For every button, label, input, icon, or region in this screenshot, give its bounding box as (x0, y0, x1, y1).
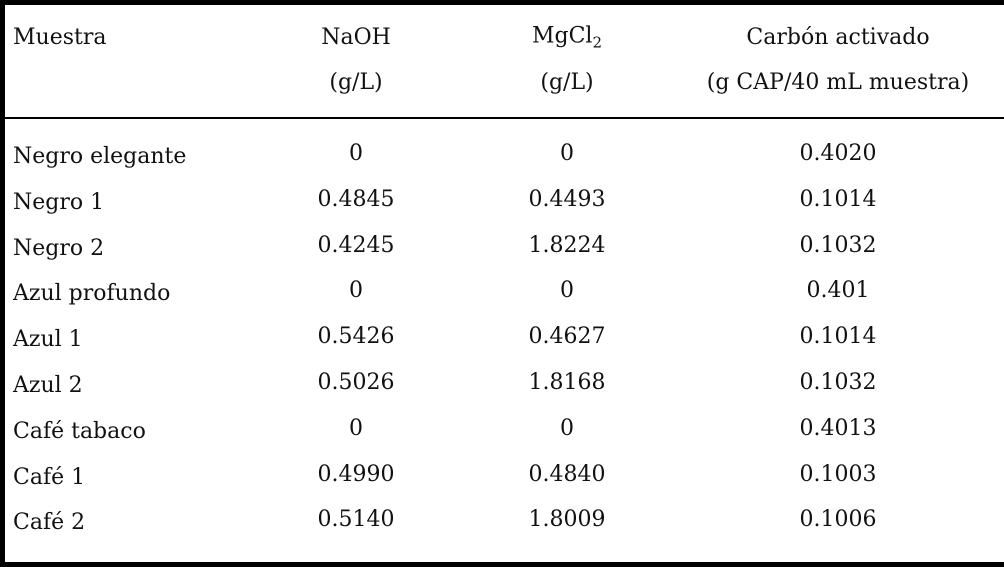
table-cell: 0.1032 (799, 370, 877, 395)
table-cell: 0.4627 (528, 324, 606, 350)
row-label: Negro 2 (13, 235, 105, 261)
table-cell: 0.4013 (799, 415, 877, 441)
table-cell: 1.8009 (528, 507, 606, 533)
table-cell: 0.401 (806, 278, 870, 304)
row-label: Café 1 (13, 464, 86, 490)
header-rule (0, 117, 1004, 119)
table-cell: 0.1032 (799, 232, 877, 258)
table-cell: 0 (560, 278, 574, 304)
header-subscript: 2 (592, 33, 603, 52)
header-cell: MgCl2 (531, 23, 603, 52)
table-cell: 0.5426 (317, 324, 395, 350)
header-cell: NaOH (321, 25, 391, 50)
table-cell: 0 (560, 141, 574, 166)
header-cell: Carbón activado (746, 25, 930, 50)
table-cell: 0.5026 (317, 370, 395, 395)
header-text: MgCl (531, 23, 593, 49)
table-cell: 0.1006 (799, 507, 877, 533)
table-cell: 0.4990 (317, 461, 395, 487)
row-label: Café 2 (13, 510, 86, 536)
top-border (0, 0, 1004, 5)
table-cell: 0.5140 (317, 507, 395, 533)
table-cell: 0.1003 (799, 461, 877, 487)
row-label: Negro 1 (13, 189, 105, 215)
header-cell: Muestra (13, 25, 107, 50)
table-cell: 0.4845 (317, 186, 395, 212)
header-cell: (g/L) (329, 70, 383, 95)
table-cell: 0 (560, 415, 574, 441)
left-border (0, 0, 5, 567)
row-label: Negro elegante (13, 144, 187, 169)
bottom-border (0, 562, 1004, 567)
table-cell: 0.4840 (528, 461, 606, 487)
table-cell: 0 (349, 415, 363, 441)
table-cell: 0 (349, 141, 363, 166)
row-label: Azul profundo (13, 281, 171, 307)
table-cell: 0.1014 (799, 186, 877, 212)
table-cell: 0.4245 (317, 232, 395, 258)
table-cell: 0.4020 (799, 141, 877, 166)
header-cell: (g/L) (540, 70, 594, 95)
table-cell: 0 (349, 278, 363, 304)
table-cell: 0.1014 (799, 324, 877, 350)
row-label: Azul 2 (13, 373, 83, 398)
row-label: Café tabaco (13, 418, 146, 444)
table-cell: 0.4493 (528, 186, 606, 212)
table-cell: 1.8224 (528, 232, 606, 258)
table-cell: 1.8168 (528, 370, 606, 395)
header-cell: (g CAP/40 mL muestra) (706, 70, 970, 95)
row-label: Azul 1 (13, 327, 83, 353)
